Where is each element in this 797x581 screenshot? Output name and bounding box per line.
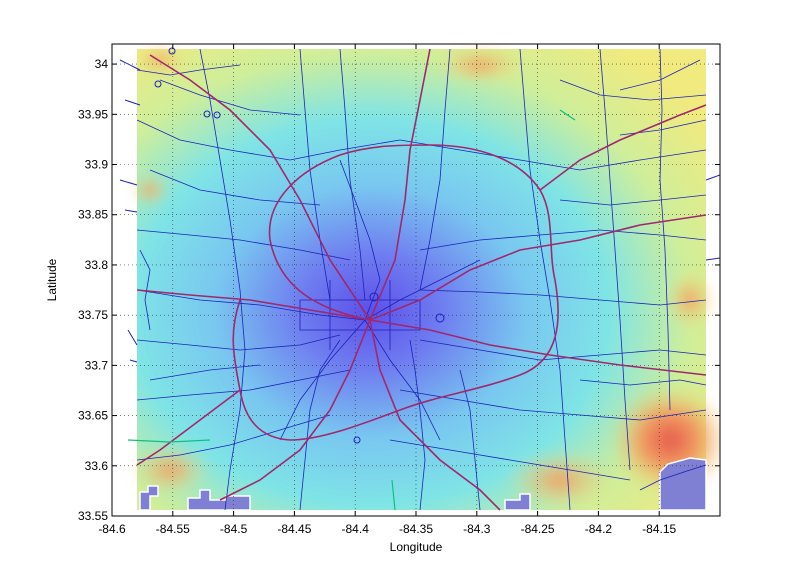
grid-lines (111, 44, 720, 517)
local-roads (136, 48, 707, 511)
x-axis-label: Longitude (390, 540, 443, 554)
heat-blob-n (135, 46, 185, 74)
x-tick-label: -84.25 (521, 522, 555, 536)
heat-blob-ne (435, 47, 525, 83)
heat-layer (130, 46, 720, 511)
y-tick-label: 33.65 (78, 409, 108, 423)
y-tick-label: 34 (95, 57, 109, 71)
y-axis-ticks: 34 33.95 33.9 33.85 33.8 33.75 33.7 33.65 33.6 33… (78, 57, 720, 523)
x-tick-label: -84.5 (220, 522, 248, 536)
heat-blob-s (505, 450, 615, 510)
road-network (119, 47, 720, 511)
x-tick-label: -84.35 (399, 522, 433, 536)
heat-blob-w (132, 174, 168, 206)
y-tick-label: 33.6 (85, 459, 109, 473)
x-tick-label: -84.45 (277, 522, 311, 536)
x-tick-label: -84.2 (585, 522, 613, 536)
y-tick-label: 33.85 (78, 208, 108, 222)
green-segments (127, 109, 576, 511)
y-tick-label: 33.55 (78, 509, 108, 523)
x-tick-label: -84.15 (642, 522, 676, 536)
y-tick-label: 33.7 (85, 358, 109, 372)
nodata-patches (139, 457, 707, 511)
y-tick-label: 33.8 (85, 258, 109, 272)
y-tick-label: 33.9 (85, 158, 109, 172)
y-tick-label: 33.95 (78, 107, 108, 121)
edge-spurs (119, 59, 720, 363)
heat-blob-e (665, 270, 715, 330)
x-tick-label: -84.55 (156, 522, 190, 536)
heat-blob-sw (130, 445, 210, 495)
highways (136, 48, 707, 511)
x-axis-ticks: -84.6 -84.55 -84.5 -84.45 -84.4 -84.35 -84.3 -8… (98, 44, 677, 536)
x-tick-label: -84.4 (342, 522, 370, 536)
x-tick-label: -84.3 (463, 522, 491, 536)
x-tick-label: -84.6 (98, 522, 126, 536)
junction-markers (154, 47, 445, 444)
y-tick-label: 33.75 (78, 308, 108, 322)
y-axis-label: Latitude (45, 258, 59, 301)
